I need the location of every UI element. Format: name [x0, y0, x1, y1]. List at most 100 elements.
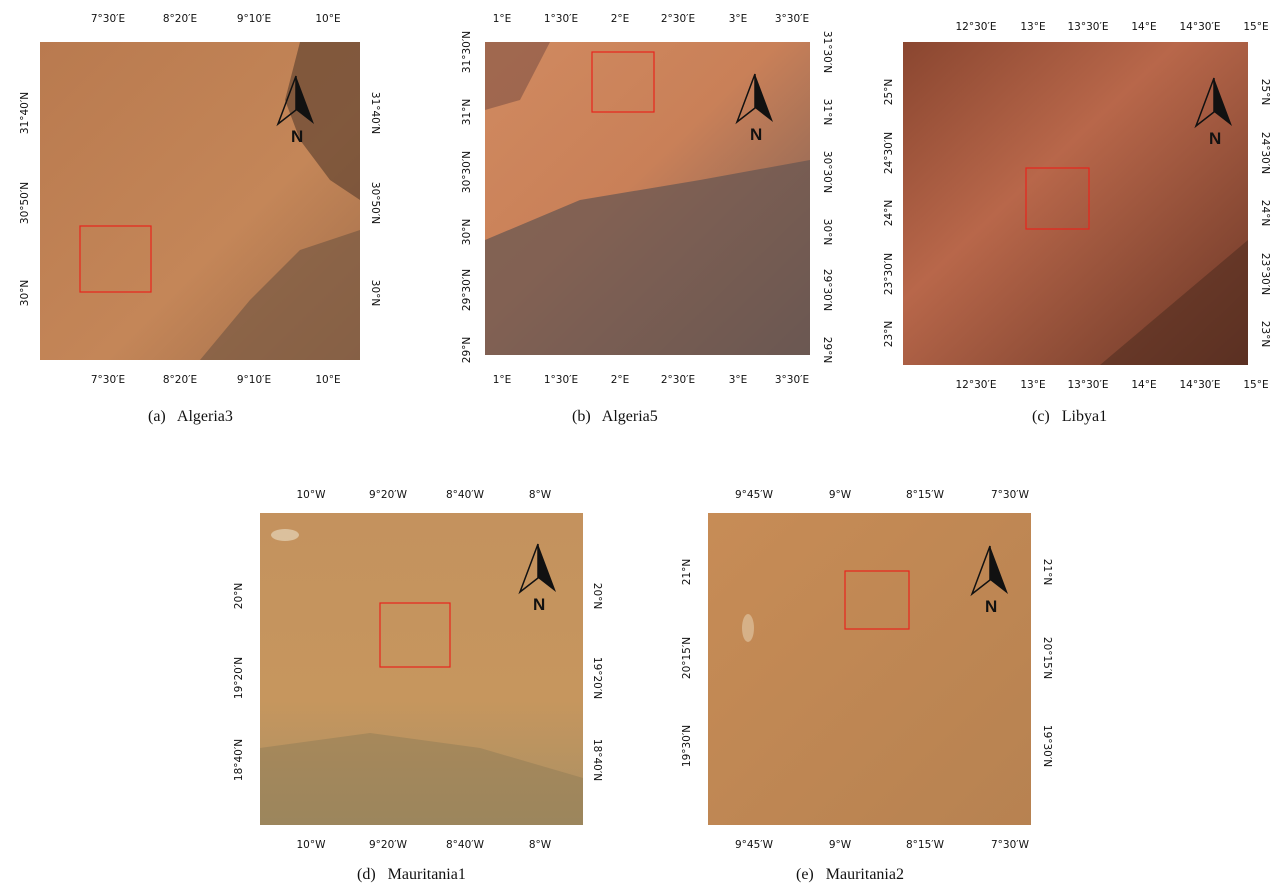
tick-label: 30°30′N [461, 151, 473, 193]
panel-caption: (a) Algeria3 [148, 408, 233, 426]
tick-label: 12°30′E [956, 21, 997, 33]
tick-label: 19°20′N [233, 657, 245, 699]
tick-label: 9°20′W [369, 839, 408, 851]
tick-label: 21°N [681, 559, 693, 585]
north-arrow-icon: N [276, 75, 314, 146]
tick-label: 13°E [1020, 379, 1045, 391]
right-tick-labels: 21°N 20°15′N 19°30′N [1041, 559, 1053, 767]
bottom-tick-labels: 1°E 1°30′E 2°E 2°30′E 3°E 3°30′E [493, 374, 809, 386]
bottom-tick-labels: 10°W 9°20′W 8°40′W 8°W [297, 839, 552, 851]
tick-label: 25°N [883, 79, 895, 105]
tick-label: 1°30′E [544, 374, 578, 386]
tick-label: 20°N [591, 583, 603, 609]
tick-label: 3°30′E [775, 374, 809, 386]
north-label: N [1209, 129, 1221, 148]
tick-label: 31°N [821, 99, 833, 125]
tick-label: 23°N [1259, 321, 1271, 347]
tick-label: 10°W [297, 489, 327, 501]
study-area-box [379, 602, 451, 668]
tick-label: 13°E [1020, 21, 1045, 33]
tick-label: 13°30′E [1068, 21, 1109, 33]
tick-label: 21°N [1041, 559, 1053, 585]
map-panel-algeria5: N 1°E 1°30′E 2°E 2°30′E 3°E 3°30′E 1°E 1… [440, 0, 840, 440]
study-area-box [1025, 167, 1090, 230]
map-figure: N 1°E 1°30′E 2°E 2°30′E 3°E 3°30′E 1°E 1… [461, 13, 833, 386]
left-tick-labels: 25°N 24°30′N 24°N 23°30′N 23°N [883, 79, 895, 347]
tick-label: 23°N [883, 321, 895, 347]
right-tick-labels: 25°N 24°30′N 24°N 23°30′N 23°N [1259, 79, 1271, 347]
tick-label: 23°30′N [1259, 253, 1271, 295]
tick-label: 10°W [297, 839, 327, 851]
tick-label: 29°N [821, 337, 833, 363]
tick-label: 29°N [461, 337, 473, 363]
caption-name: Libya1 [1061, 408, 1108, 425]
caption-name: Mauritania1 [387, 866, 466, 883]
tick-label: 8°40′W [446, 839, 485, 851]
map-panel-libya1: N 12°30′E 13°E 13°30′E 14°E 14°30′E 15°E… [870, 0, 1286, 440]
map-figure: N 7°30′E 8°20′E 9°10′E 10°E 7°30′E 8°20′… [19, 13, 381, 386]
tick-label: 7°30′W [991, 489, 1030, 501]
satellite-image [708, 513, 1031, 825]
north-label: N [985, 597, 997, 616]
panel-caption: (d) Mauritania1 [357, 866, 466, 884]
tick-label: 20°15′N [681, 637, 693, 679]
right-tick-labels: 20°N 19°20′N 18°40′N [591, 583, 603, 781]
tick-label: 25°N [1259, 79, 1271, 105]
tick-label: 18°40′N [591, 739, 603, 781]
tick-label: 9°10′E [237, 374, 271, 386]
study-area-box [79, 225, 152, 293]
map-panel-algeria3: N 7°30′E 8°20′E 9°10′E 10°E 7°30′E 8°20′… [0, 0, 420, 440]
tick-label: 31°30′N [821, 31, 833, 73]
left-tick-labels: 20°N 19°20′N 18°40′N [233, 583, 245, 781]
tick-label: 8°20′E [163, 13, 197, 25]
tick-label: 1°E [493, 374, 512, 386]
tick-label: 29°30′N [821, 269, 833, 311]
tick-label: 2°E [611, 374, 630, 386]
right-tick-labels: 31°30′N 31°N 30°30′N 30°N 29°30′N 29°N [821, 31, 833, 363]
tick-label: 20°15′N [1041, 637, 1053, 679]
top-tick-labels: 9°45′W 9°W 8°15′W 7°30′W [735, 489, 1030, 501]
top-tick-labels: 10°W 9°20′W 8°40′W 8°W [297, 489, 552, 501]
tick-label: 10°E [315, 374, 340, 386]
tick-label: 29°30′N [461, 269, 473, 311]
tick-label: 30°50′N [369, 182, 381, 224]
study-area-box [591, 51, 655, 113]
tick-label: 10°E [315, 13, 340, 25]
tick-label: 2°30′E [661, 13, 695, 25]
tick-label: 9°45′W [735, 839, 774, 851]
tick-label: 8°20′E [163, 374, 197, 386]
left-tick-labels: 21°N 20°15′N 19°30′N [681, 559, 693, 767]
tick-label: 30°N [461, 219, 473, 245]
panel-caption: (e) Mauritania2 [796, 866, 904, 884]
tick-label: 24°N [883, 200, 895, 226]
tick-label: 30°N [369, 280, 381, 306]
tick-label: 7°30′E [91, 374, 125, 386]
tick-label: 30°50′N [19, 182, 31, 224]
caption-prefix: (c) [1032, 408, 1050, 425]
map-panel-mauritania2: N 9°45′W 9°W 8°15′W 7°30′W 9°45′W 9°W 8°… [670, 478, 1070, 893]
tick-label: 3°30′E [775, 13, 809, 25]
panel-caption: (c) Libya1 [1032, 408, 1107, 426]
tick-label: 23°30′N [883, 253, 895, 295]
study-area-box [844, 570, 910, 630]
tick-label: 1°30′E [544, 13, 578, 25]
left-tick-labels: 31°30′N 31°N 30°30′N 30°N 29°30′N 29°N [461, 31, 473, 363]
tick-label: 14°30′E [1180, 379, 1221, 391]
tick-label: 13°30′E [1068, 379, 1109, 391]
tick-label: 8°15′W [906, 489, 945, 501]
tick-label: 8°W [529, 839, 552, 851]
tick-label: 31°N [461, 99, 473, 125]
tick-label: 7°30′E [91, 13, 125, 25]
map-panel-mauritania1: N 10°W 9°20′W 8°40′W 8°W 10°W 9°20′W 8°4… [220, 478, 630, 893]
map-figure: N 12°30′E 13°E 13°30′E 14°E 14°30′E 15°E… [883, 21, 1271, 391]
tick-label: 9°W [829, 489, 852, 501]
tick-label: 24°30′N [883, 132, 895, 174]
tick-label: 9°10′E [237, 13, 271, 25]
left-tick-labels: 31°40′N 30°50′N 30°N [19, 92, 31, 306]
tick-label: 30°N [19, 280, 31, 306]
tick-label: 8°40′W [446, 489, 485, 501]
tick-label: 14°E [1131, 21, 1156, 33]
bottom-tick-labels: 9°45′W 9°W 8°15′W 7°30′W [735, 839, 1030, 851]
tick-label: 9°W [829, 839, 852, 851]
tick-label: 31°40′N [369, 92, 381, 134]
